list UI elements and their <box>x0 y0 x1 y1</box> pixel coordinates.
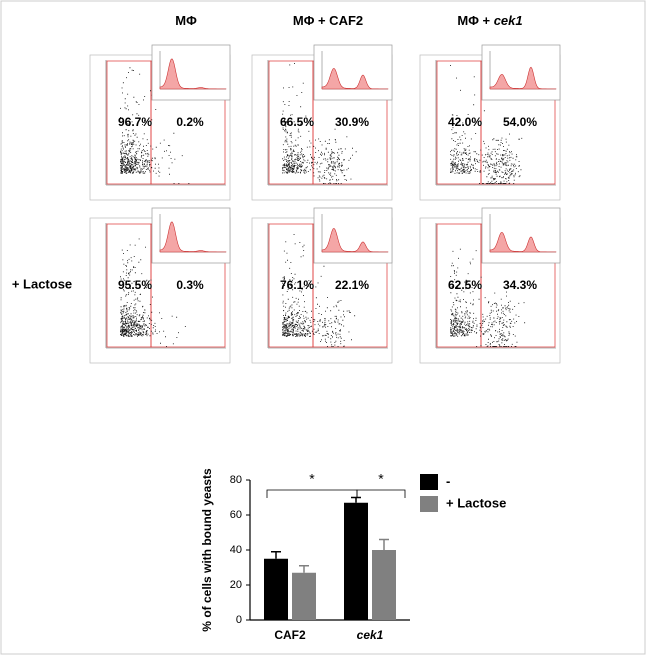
header-text: MΦ <box>175 13 197 28</box>
error-bar <box>299 565 309 573</box>
legend-swatch <box>420 474 438 490</box>
header-text: MΦ + CAF2 <box>293 13 363 28</box>
y-tick-label: 60 <box>230 509 242 521</box>
legend-label: - <box>446 473 450 488</box>
histogram-inset <box>481 207 561 264</box>
flow-panel: 95.5% 0.3% <box>89 207 231 364</box>
histogram-fill <box>159 58 227 90</box>
histogram-inset <box>313 207 393 264</box>
row-label: + Lactose <box>12 276 72 291</box>
gate-percentage: 62.5% <box>448 278 482 292</box>
column-header: MΦ <box>175 13 197 28</box>
bar <box>264 558 288 620</box>
flow-panel: 62.5% 34.3% <box>419 207 561 364</box>
gate-percentage: 96.7% <box>118 115 152 129</box>
legend-swatch <box>420 496 438 512</box>
gate-percentage: 22.1% <box>335 278 369 292</box>
y-tick-label: 40 <box>230 544 242 556</box>
significance-star: * <box>309 471 315 487</box>
error-bar <box>271 551 281 559</box>
histogram-fill <box>489 66 557 90</box>
flow-panel: 76.1% 22.1% <box>251 207 393 364</box>
histogram-inset <box>151 207 231 264</box>
gate-percentage: 0.3% <box>176 278 204 292</box>
header-text: MΦ + <box>457 13 493 28</box>
flow-panel: 96.7% 0.2% <box>89 44 231 201</box>
bar <box>372 550 396 620</box>
column-header: MΦ + cek1 <box>457 13 522 28</box>
bar <box>292 572 316 620</box>
y-tick-label: 80 <box>230 474 242 486</box>
y-tick-label: 0 <box>236 614 242 626</box>
y-axis-label: % of cells with bound yeasts <box>200 468 214 632</box>
gate-percentage: 76.1% <box>280 278 314 292</box>
significance-bracket <box>356 489 406 498</box>
scatter-dots <box>282 63 357 184</box>
error-bar <box>379 538 389 550</box>
x-tick-label: cek1 <box>357 628 384 642</box>
gate-percentage: 95.5% <box>118 278 152 292</box>
gate-percentage: 34.3% <box>503 278 537 292</box>
x-tick-label: CAF2 <box>274 628 306 642</box>
header-gene: cek1 <box>494 13 523 28</box>
histogram-fill <box>321 68 389 90</box>
scatter-dots <box>450 65 523 184</box>
gate-percentage: 66.5% <box>280 115 314 129</box>
legend-label: + Lactose <box>446 495 506 510</box>
y-tick-label: 20 <box>230 579 242 591</box>
flow-panel: 66.5% 30.9% <box>251 44 393 201</box>
histogram-inset <box>151 44 231 101</box>
histogram-inset <box>313 44 393 101</box>
column-header: MΦ + CAF2 <box>293 13 363 28</box>
significance-star: * <box>378 471 384 487</box>
error-bar <box>351 496 361 503</box>
flow-panel: 42.0% 54.0% <box>419 44 561 201</box>
gate-percentage: 42.0% <box>448 115 482 129</box>
gate-percentage: 0.2% <box>176 115 204 129</box>
histogram-inset <box>481 44 561 101</box>
histogram-fill <box>489 231 557 253</box>
gate-percentage: 54.0% <box>503 115 537 129</box>
histogram-fill <box>321 228 389 253</box>
bar <box>344 502 368 620</box>
scatter-dots <box>282 234 356 347</box>
scatter-dots <box>120 238 186 347</box>
histogram-fill <box>159 221 227 253</box>
gate-percentage: 30.9% <box>335 115 369 129</box>
